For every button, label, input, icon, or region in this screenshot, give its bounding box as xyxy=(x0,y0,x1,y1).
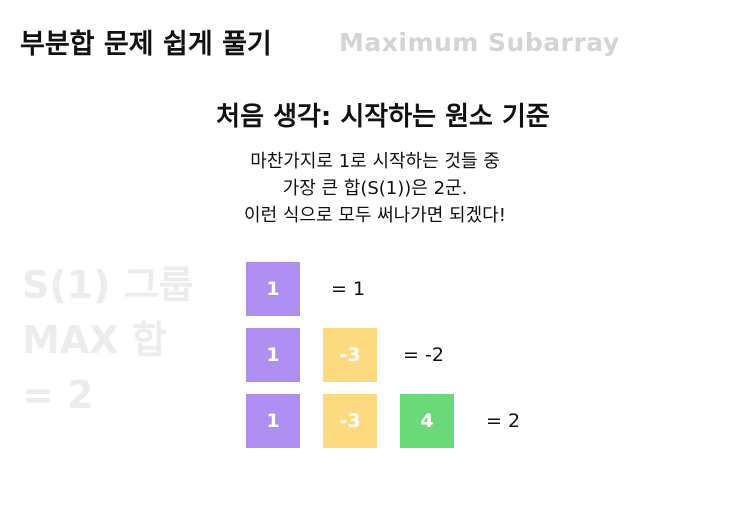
array-cell-value: 1 xyxy=(266,278,280,300)
description: 마찬가지로 1로 시작하는 것들 중 가장 큰 합(S(1))은 2군. 이런 … xyxy=(0,148,748,229)
description-line: 마찬가지로 1로 시작하는 것들 중 xyxy=(250,151,500,172)
array-cell: 1 xyxy=(246,394,300,448)
array-cell-value: 4 xyxy=(420,410,434,432)
section-heading: 처음 생각: 시작하는 원소 기준 xyxy=(216,102,550,132)
array-cell: 1 xyxy=(246,328,300,382)
side-label: S(1) 그룹 MAX 합 = 2 xyxy=(22,258,194,423)
side-label-line: S(1) 그룹 xyxy=(22,263,194,307)
page-title: 부분합 문제 쉽게 풀기 xyxy=(20,29,272,60)
side-label-line: MAX 합 xyxy=(22,318,167,362)
description-line: 가장 큰 합(S(1))은 2군. xyxy=(282,178,468,199)
row-sum: = 2 xyxy=(486,410,521,432)
array-cell: 1 xyxy=(246,262,300,316)
array-cell: -3 xyxy=(323,328,377,382)
array-cell-value: 1 xyxy=(266,410,280,432)
row-sum: = 1 xyxy=(331,278,366,300)
description-line: 이런 식으로 모두 써나가면 되겠다! xyxy=(244,205,506,226)
row-sum: = -2 xyxy=(403,344,444,366)
array-cell: -3 xyxy=(323,394,377,448)
array-cell-value: -3 xyxy=(339,410,361,432)
array-cell-value: -3 xyxy=(339,344,361,366)
page-subtitle: Maximum Subarray xyxy=(339,28,620,57)
array-cell-value: 1 xyxy=(266,344,280,366)
array-cell: 4 xyxy=(400,394,454,448)
side-label-line: = 2 xyxy=(22,373,94,417)
